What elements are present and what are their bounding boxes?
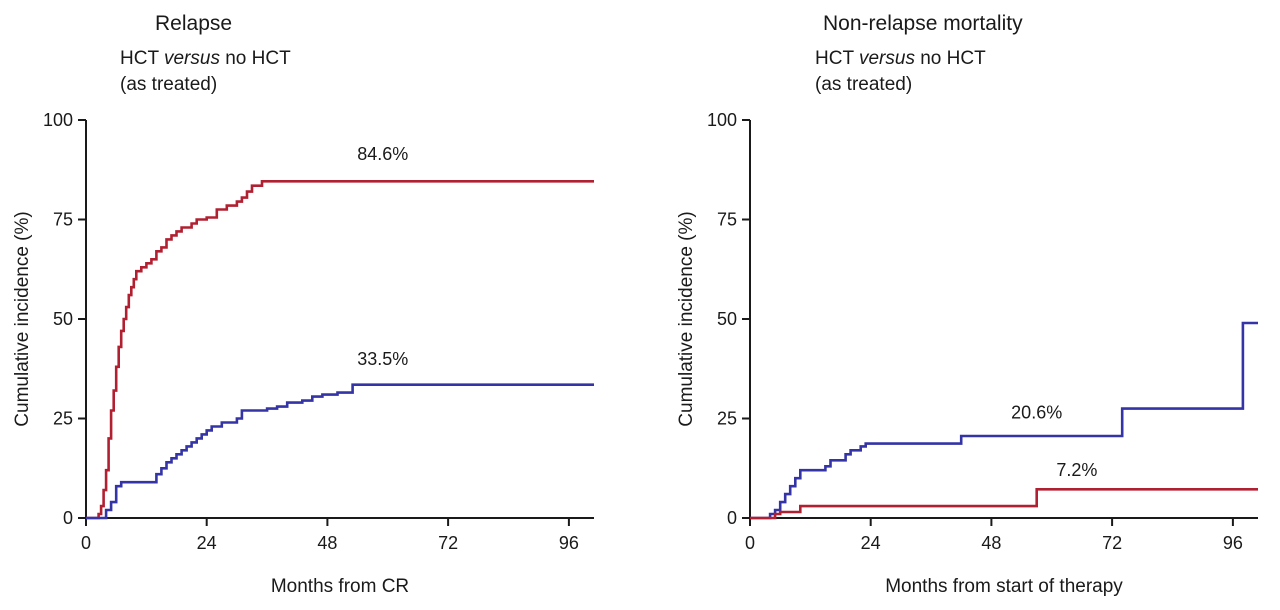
series-red-line bbox=[750, 488, 1258, 520]
curve-value-label: 33.5% bbox=[357, 349, 408, 369]
relapse-chart: 0 25 50 75 100 0 24 48 72 96 Cumulative incidence … bbox=[0, 105, 640, 610]
x-tick-label: 24 bbox=[197, 533, 217, 553]
series-blue-line bbox=[750, 321, 1258, 520]
y-tick-label: 75 bbox=[717, 210, 737, 230]
chart-svg: 0 25 50 75 100 0 24 48 72 96 Cumulative incidence … bbox=[676, 110, 1258, 597]
x-tick-label: 24 bbox=[861, 533, 881, 553]
panel-relapse: Relapse HCT versus no HCT (as treated) 0… bbox=[0, 0, 640, 610]
subtitle-post: no HCT bbox=[219, 48, 291, 69]
x-tick-label: 96 bbox=[559, 533, 579, 553]
chart-subtitle-relapse: HCT versus no HCT (as treated) bbox=[120, 46, 640, 98]
curve-value-label: 84.6% bbox=[357, 144, 408, 164]
subtitle-italic: versus bbox=[858, 48, 915, 69]
nrm-header: Non-relapse mortality HCT versus no HCT … bbox=[640, 0, 1280, 105]
x-tick-label: 72 bbox=[438, 533, 458, 553]
y-tick-label: 25 bbox=[53, 409, 73, 429]
x-tick-label: 0 bbox=[745, 533, 755, 553]
y-tick-label: 100 bbox=[43, 110, 73, 130]
subtitle-line1: HCT versus no HCT bbox=[120, 46, 640, 72]
x-axis-label: Months from CR bbox=[271, 576, 409, 597]
chart-title-nrm: Non-relapse mortality bbox=[823, 12, 1023, 35]
y-tick-label: 50 bbox=[717, 309, 737, 329]
relapse-header: Relapse HCT versus no HCT (as treated) bbox=[0, 0, 640, 105]
axes bbox=[749, 120, 1258, 519]
subtitle-line1: HCT versus no HCT bbox=[815, 46, 1280, 72]
x-tick-label: 0 bbox=[81, 533, 91, 553]
y-tick-label: 100 bbox=[707, 110, 737, 130]
subtitle-italic: versus bbox=[163, 48, 220, 69]
curve-value-label: 7.2% bbox=[1056, 460, 1097, 480]
subtitle-line2: (as treated) bbox=[815, 74, 913, 95]
x-tick-label: 72 bbox=[1102, 533, 1122, 553]
x-tick-label: 96 bbox=[1223, 533, 1243, 553]
series-red-line bbox=[86, 180, 594, 520]
y-tick-label: 0 bbox=[63, 508, 73, 528]
chart-title-relapse: Relapse bbox=[155, 12, 233, 35]
series-blue-line bbox=[86, 383, 594, 520]
y-tick-label: 0 bbox=[727, 508, 737, 528]
subtitle-pre: HCT bbox=[120, 48, 164, 69]
x-axis-label: Months from start of therapy bbox=[885, 576, 1123, 597]
y-tick-label: 75 bbox=[53, 210, 73, 230]
subtitle-post: no HCT bbox=[914, 48, 986, 69]
chart-subtitle-nrm: HCT versus no HCT (as treated) bbox=[815, 46, 1280, 98]
subtitle-line2: (as treated) bbox=[120, 74, 218, 95]
curve-value-label: 20.6% bbox=[1011, 403, 1062, 423]
y-axis-label: Cumulative incidence (%) bbox=[12, 211, 33, 426]
axes bbox=[85, 120, 594, 519]
chart-svg: 0 25 50 75 100 0 24 48 72 96 Cumulative incidence … bbox=[12, 110, 594, 597]
y-axis-label: Cumulative incidence (%) bbox=[676, 211, 697, 426]
x-tick-label: 48 bbox=[981, 533, 1001, 553]
x-tick-label: 48 bbox=[317, 533, 337, 553]
y-tick-label: 25 bbox=[717, 409, 737, 429]
y-tick-label: 50 bbox=[53, 309, 73, 329]
subtitle-pre: HCT bbox=[815, 48, 859, 69]
panel-nonrelapse-mortality: Non-relapse mortality HCT versus no HCT … bbox=[640, 0, 1280, 610]
nonrelapse-mortality-chart: 0 25 50 75 100 0 24 48 72 96 Cumulative incidence … bbox=[664, 105, 1280, 610]
